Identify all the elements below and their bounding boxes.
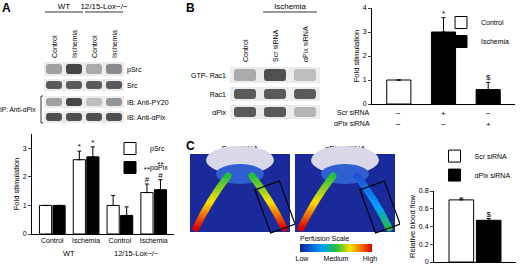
svg-text:C: C xyxy=(186,139,195,153)
svg-text:0: 0 xyxy=(425,258,429,265)
svg-text:IB: Anti-αPix: IB: Anti-αPix xyxy=(127,114,166,121)
svg-text:0: 0 xyxy=(363,100,367,107)
svg-text:12/15-Lox−/−: 12/15-Lox−/− xyxy=(114,249,159,258)
svg-text:0: 0 xyxy=(23,230,27,237)
svg-text:pSrc: pSrc xyxy=(150,145,165,153)
svg-text:$: $ xyxy=(486,73,491,82)
svg-text:3: 3 xyxy=(363,28,367,35)
svg-text:Control: Control xyxy=(109,237,132,244)
svg-text:IB: Anti-PY20: IB: Anti-PY20 xyxy=(127,99,169,106)
svg-text:0.2: 0.2 xyxy=(419,241,429,248)
svg-text:$: $ xyxy=(486,210,491,219)
svg-text:IP: Anti-αPix: IP: Anti-αPix xyxy=(0,106,36,113)
svg-text:+: + xyxy=(441,109,446,118)
svg-text:Ischemia: Ischemia xyxy=(72,237,100,244)
svg-text:High: High xyxy=(363,255,378,263)
svg-text:Scr siRNA: Scr siRNA xyxy=(337,109,370,116)
svg-text:αPix siRNA: αPix siRNA xyxy=(302,26,309,62)
svg-text:0.4: 0.4 xyxy=(419,223,429,230)
svg-text:Relative blood flow: Relative blood flow xyxy=(408,194,417,258)
svg-text:pSrc: pSrc xyxy=(127,66,142,74)
svg-text:Ischemia: Ischemia xyxy=(274,2,307,11)
svg-text:Ischemia: Ischemia xyxy=(140,237,168,244)
svg-text:Scr siRNA: Scr siRNA xyxy=(475,153,508,160)
svg-text:1: 1 xyxy=(363,76,367,83)
svg-text:−: − xyxy=(441,120,446,129)
svg-text:1: 1 xyxy=(23,202,27,209)
svg-text:Src: Src xyxy=(127,82,138,89)
svg-text:0.6: 0.6 xyxy=(419,205,429,212)
svg-text:−: − xyxy=(486,109,491,118)
svg-text:Control: Control xyxy=(91,35,98,58)
svg-text:αPix: αPix xyxy=(212,109,226,116)
svg-text:*: * xyxy=(91,138,94,147)
svg-text:αPix siRNA: αPix siRNA xyxy=(475,172,511,179)
svg-text:A: A xyxy=(2,1,11,15)
svg-text:3: 3 xyxy=(23,145,27,152)
svg-text:0.8: 0.8 xyxy=(419,187,429,194)
svg-text:*: * xyxy=(78,142,81,151)
svg-text:Perfusion Scale: Perfusion Scale xyxy=(300,235,349,242)
svg-text:−: − xyxy=(396,109,401,118)
svg-text:Fold stimulation: Fold stimulation xyxy=(352,30,361,83)
svg-text:GTP- Rac1: GTP- Rac1 xyxy=(191,72,226,79)
svg-text:2: 2 xyxy=(23,173,27,180)
svg-text:4: 4 xyxy=(363,4,367,11)
svg-text:pαPix: pαPix xyxy=(150,164,168,172)
svg-text:B: B xyxy=(186,1,195,15)
svg-text:WT: WT xyxy=(58,2,71,11)
svg-text:Medium: Medium xyxy=(324,255,349,262)
svg-text:Control: Control xyxy=(242,39,249,62)
svg-text:Control: Control xyxy=(51,35,58,58)
svg-text:Control: Control xyxy=(41,237,64,244)
svg-text:Control: Control xyxy=(481,19,504,26)
svg-text:Fold stimulation: Fold stimulation xyxy=(12,158,21,211)
svg-text:Rac1: Rac1 xyxy=(210,91,226,98)
svg-text:12/15-Lox−/−: 12/15-Lox−/− xyxy=(80,2,127,11)
svg-text:WT: WT xyxy=(63,249,75,258)
svg-text:Low: Low xyxy=(296,255,310,262)
svg-text:Ischemia: Ischemia xyxy=(111,30,118,58)
svg-text:2: 2 xyxy=(363,52,367,59)
svg-text:Scr siRNA: Scr siRNA xyxy=(272,29,279,62)
svg-text:−: − xyxy=(396,120,401,129)
svg-text:*: * xyxy=(442,9,445,18)
svg-text:+: + xyxy=(486,120,491,129)
svg-text:αPix siRNA: αPix siRNA xyxy=(334,120,370,127)
svg-text:Ischemia: Ischemia xyxy=(71,30,78,58)
svg-text:Ischemia: Ischemia xyxy=(481,38,509,45)
